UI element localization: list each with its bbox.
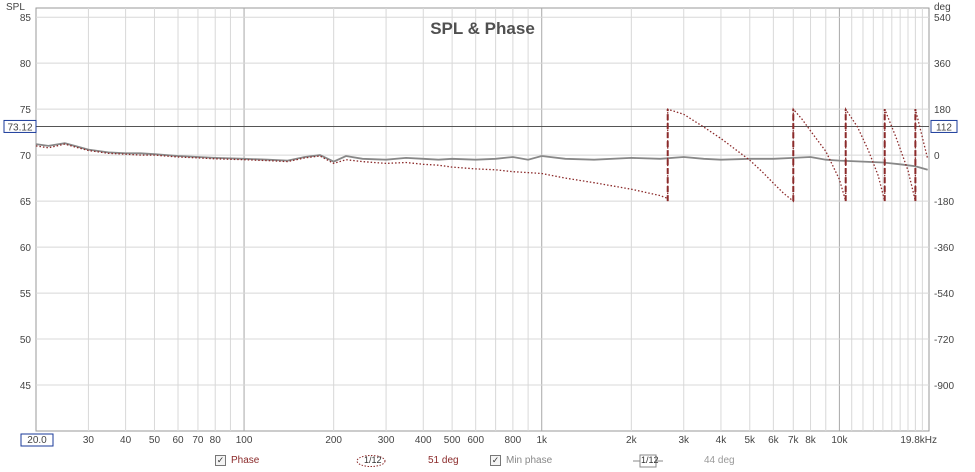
- cursor-spl-box: [3, 119, 37, 133]
- legend-min-phase[interactable]: ✓ Min phase: [490, 452, 552, 468]
- cursor-spl-label: 73.12: [7, 122, 32, 133]
- phase-value: 51 deg: [428, 452, 459, 468]
- y-right-tick-label: -360: [934, 243, 954, 254]
- min-phase-legend-label: Min phase: [506, 454, 553, 466]
- x-tick-label: 800: [505, 435, 522, 446]
- cursor-deg-label: 112: [936, 122, 952, 133]
- x-tick-label: 2k: [626, 435, 638, 446]
- min-phase-checkbox[interactable]: ✓: [490, 454, 501, 466]
- x-tick-label: 100: [236, 435, 253, 446]
- y-right-axis-label: deg: [934, 2, 951, 13]
- y-left-tick-label: 70: [20, 151, 32, 162]
- x-tick-label: 70: [192, 435, 204, 446]
- series-solid-gray-line: [35, 142, 928, 171]
- x-tick-label: 30: [83, 435, 95, 446]
- x-start-label: 20.0: [27, 435, 47, 446]
- y-right-tick-label: 360: [934, 59, 951, 70]
- smoothing-control-1[interactable]: 1/12: [355, 452, 386, 468]
- y-right-tick-label: 0: [934, 151, 940, 162]
- x-tick-label: 80: [210, 435, 222, 446]
- x-tick-label: 600: [467, 435, 484, 446]
- smoothing-control-2[interactable]: 1/12: [632, 452, 663, 468]
- y-right-tick-label: -720: [934, 335, 954, 346]
- x-tick-label: 60: [172, 435, 184, 446]
- y-right-tick-label: -540: [934, 289, 954, 300]
- y-right-tick-label: -900: [934, 381, 954, 392]
- x-tick-label: 200: [325, 435, 342, 446]
- x-tick-label: 400: [415, 435, 432, 446]
- y-left-tick-label: 80: [20, 59, 32, 70]
- x-tick-label: 4k: [716, 435, 728, 446]
- chart-title: SPL & Phase: [430, 19, 535, 38]
- phase-value-text: 51 deg: [428, 454, 459, 466]
- y-left-tick-label: 75: [20, 105, 32, 116]
- y-left-tick-label: 60: [20, 243, 32, 254]
- solid-smoothing-icon[interactable]: 1/12: [632, 454, 663, 468]
- y-left-tick-label: 45: [20, 381, 32, 392]
- y-left-axis-label: SPL: [6, 2, 25, 13]
- y-right-tick-label: 540: [934, 13, 951, 24]
- x-tick-label: 7k: [788, 435, 800, 446]
- min-phase-value: 44 deg: [704, 452, 735, 468]
- dotted-smoothing-icon[interactable]: 1/12: [355, 454, 386, 467]
- y-left-tick-label: 50: [20, 335, 32, 346]
- x-tick-label: 500: [444, 435, 461, 446]
- x-tick-label: 50: [149, 435, 161, 446]
- y-right-tick-label: 180: [934, 105, 951, 116]
- x-start-box: [20, 433, 54, 447]
- cursor-deg-box: [930, 119, 958, 133]
- min-phase-value-text: 44 deg: [704, 454, 735, 466]
- y-left-tick-label: 85: [20, 13, 32, 24]
- x-tick-label: 6k: [768, 435, 780, 446]
- phase-checkbox[interactable]: ✓: [215, 454, 226, 466]
- x-tick-label: 3k: [678, 435, 690, 446]
- phase-legend-label: Phase: [231, 454, 260, 466]
- y-left-tick-label: 65: [20, 197, 32, 208]
- x-tick-label: 300: [378, 435, 395, 446]
- x-tick-label: 8k: [805, 435, 817, 446]
- series-dotted-brown-line: [35, 143, 668, 200]
- y-right-tick-label: -180: [934, 197, 954, 208]
- x-tick-label: 1k: [536, 435, 548, 446]
- smoothing1-label: 1/12: [364, 455, 382, 465]
- y-left-tick-label: 55: [20, 289, 32, 300]
- plot-area: [35, 7, 930, 432]
- legend-phase[interactable]: ✓ Phase: [215, 452, 259, 468]
- x-end-label: 19.8kHz: [900, 435, 937, 446]
- x-tick-label: 10k: [831, 435, 848, 446]
- x-tick-label: 40: [120, 435, 132, 446]
- smoothing2-label: 1/12: [641, 455, 659, 465]
- x-tick-label: 5k: [745, 435, 757, 446]
